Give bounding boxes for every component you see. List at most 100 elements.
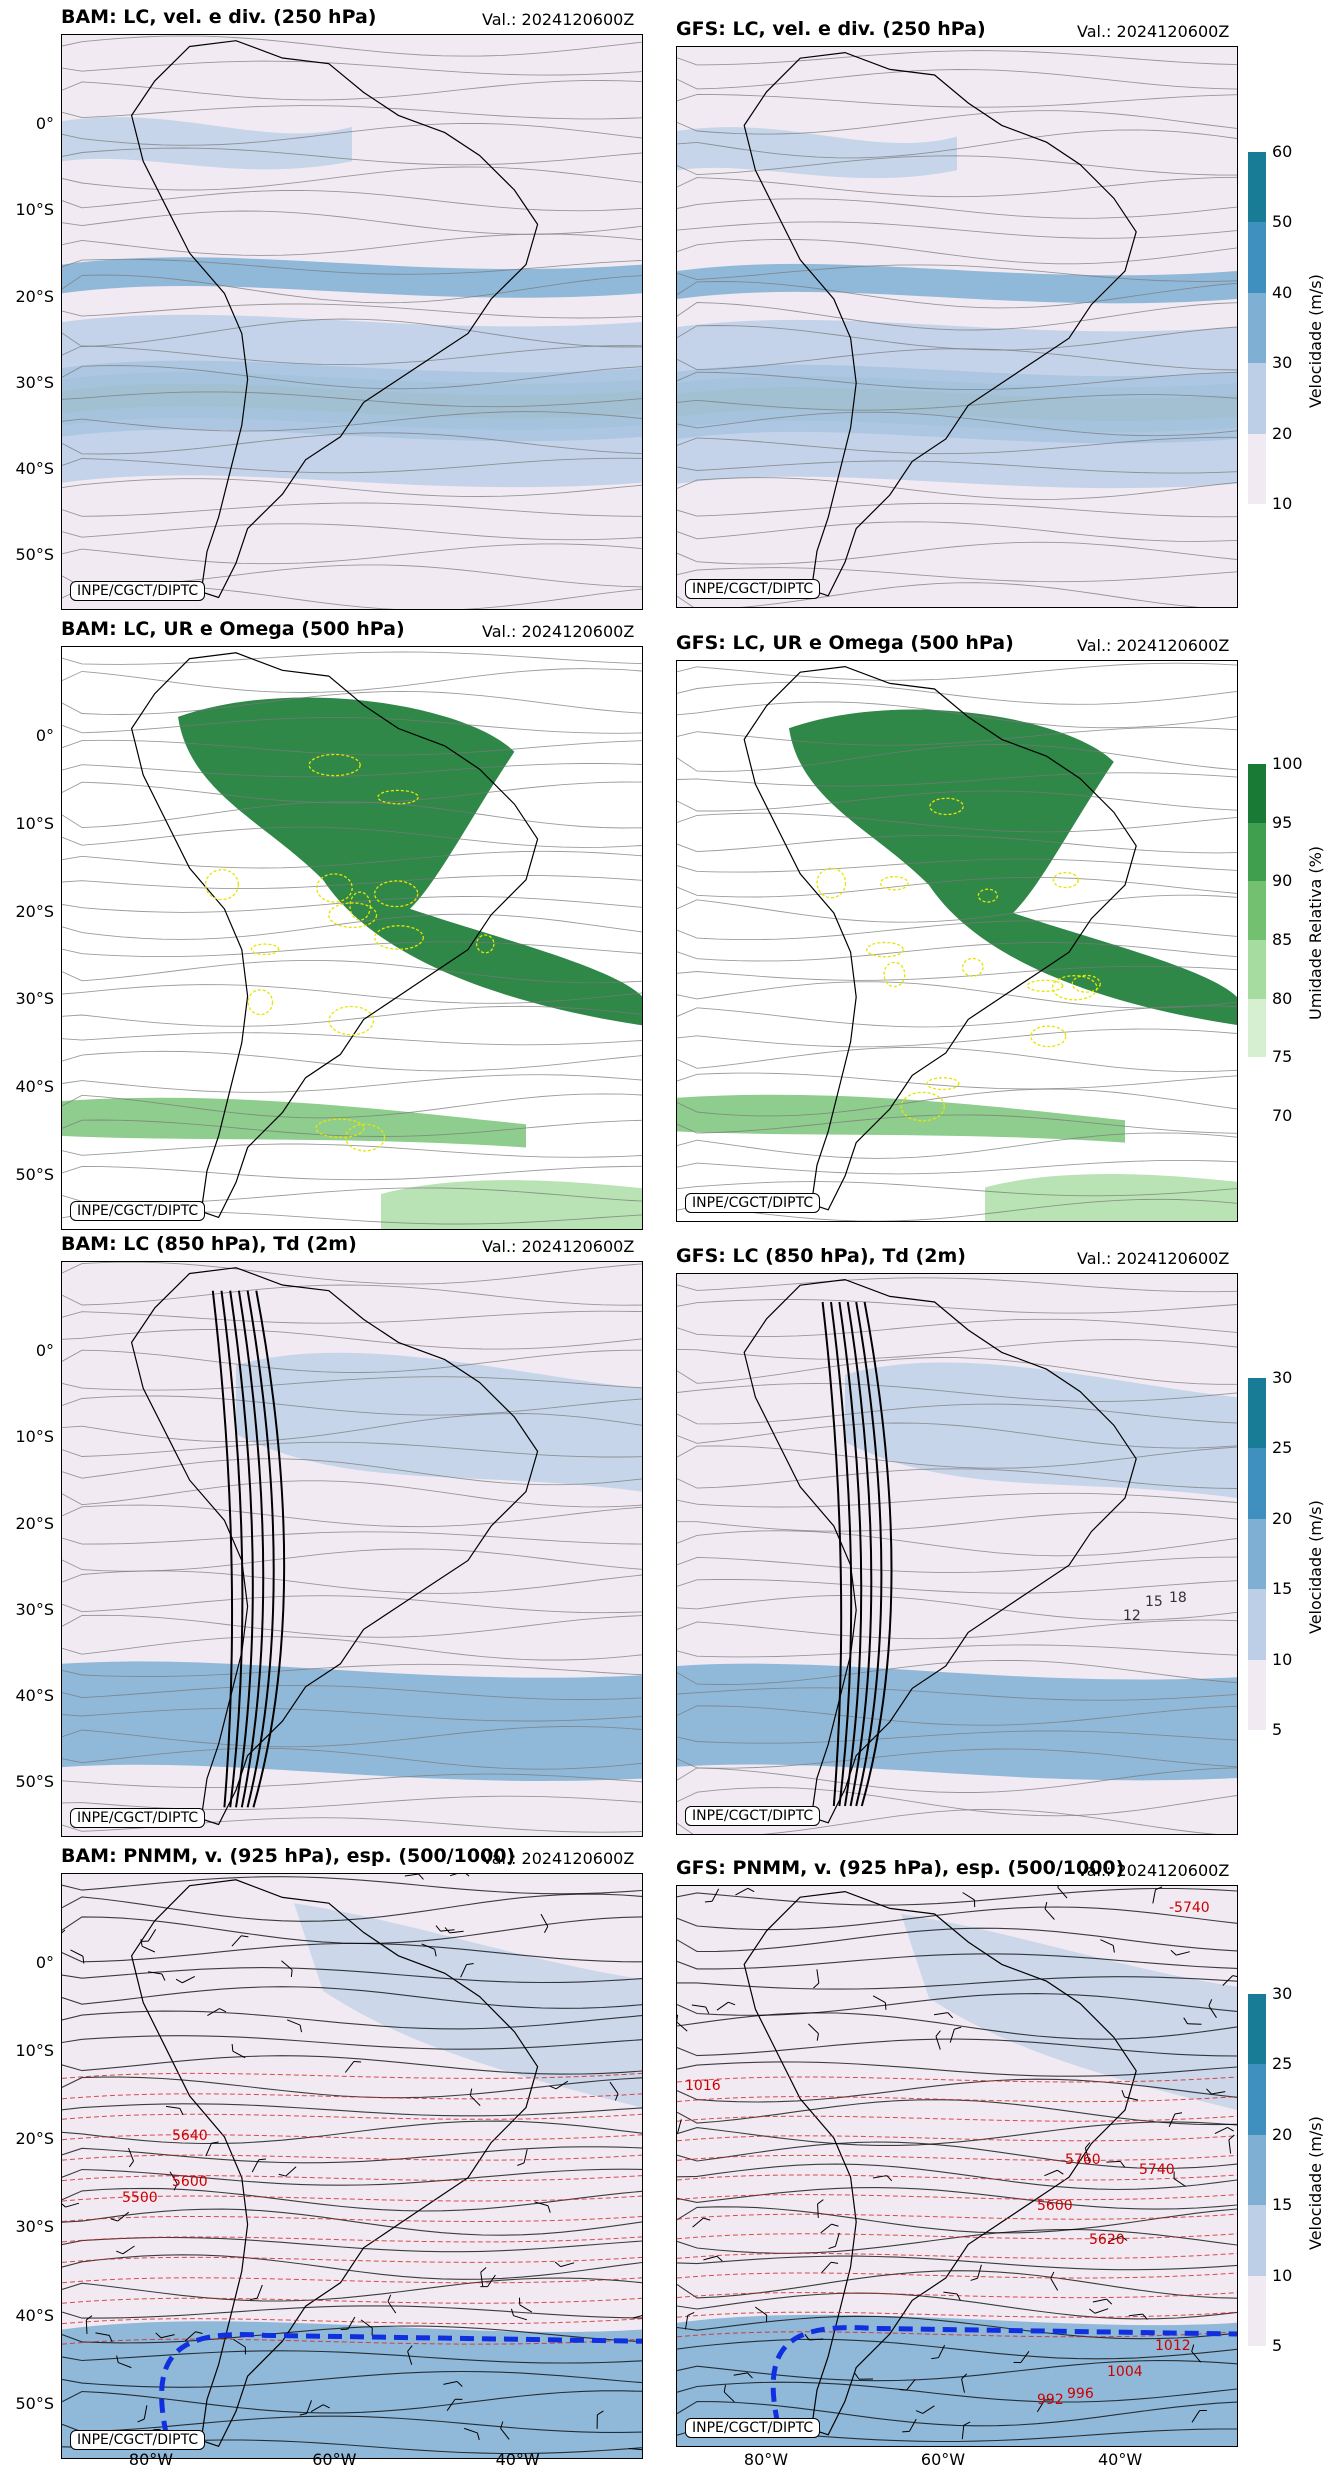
wind-barb: [691, 2004, 710, 2014]
longitude-label: 60°W: [920, 2450, 966, 2469]
contour-label: 12: [1123, 1608, 1141, 1624]
thickness-contour: [62, 2175, 642, 2182]
wind-barb: [1013, 2351, 1030, 2364]
streamline: [62, 1663, 642, 1677]
row3-right-map[interactable]: INPE/CGCT/DIPTC 15 18 12: [676, 1273, 1238, 1835]
omega-contour: [250, 943, 280, 956]
streamline: [677, 541, 1237, 565]
streamline: [62, 1707, 642, 1722]
colorbar-tick: 50: [1272, 212, 1293, 232]
streamline: [677, 1556, 1237, 1573]
streamline: [62, 432, 642, 455]
streamline: [677, 1072, 1237, 1090]
streamline: [677, 1132, 1237, 1159]
wind-barb: [733, 2372, 753, 2379]
streamline: [62, 60, 642, 76]
isobar-line: [677, 2315, 1237, 2340]
streamline: [62, 122, 642, 146]
wind-barb: [703, 2255, 723, 2262]
streamline: [677, 238, 1237, 265]
thickness-contour: [677, 2194, 1237, 2201]
row2-left-map[interactable]: INPE/CGCT/DIPTC: [61, 646, 643, 1230]
wind-barb: [1084, 2142, 1091, 2162]
wind-barb: [233, 2339, 246, 2355]
wind-barb: [137, 2405, 148, 2423]
row1-right-map[interactable]: INPE/CGCT/DIPTC: [676, 46, 1238, 608]
wind-band: [62, 1661, 642, 1781]
wind-barb: [931, 2344, 946, 2360]
colorbar-tick: 80: [1272, 988, 1293, 1008]
streamline: [62, 690, 642, 715]
wind-barb: [407, 2345, 413, 2365]
row4-left-map[interactable]: INPE/CGCT/DIPTC 5500 5600 5640: [61, 1873, 643, 2459]
streamline: [62, 651, 642, 665]
row3-left-map[interactable]: INPE/CGCT/DIPTC: [61, 1261, 643, 1837]
wind-barb: [340, 2316, 356, 2331]
omega-contour: [475, 934, 495, 954]
wind-barb: [444, 1927, 464, 1934]
colorbar-label: Velocidade (m/s): [1306, 274, 1325, 408]
colorbar-segment: [1248, 998, 1266, 1058]
isobar-line: [677, 2206, 1237, 2234]
streamline: [677, 1511, 1237, 1532]
wind-barb: [62, 2202, 80, 2208]
streamline: [677, 894, 1237, 923]
wind-barb: [1191, 2344, 1202, 2363]
coastline: [743, 1278, 1137, 1824]
thickness-contour: [677, 2252, 1237, 2259]
latitude-label: 20°S: [15, 286, 54, 306]
omega-contour: [816, 867, 847, 899]
colorbar-tick: 40: [1272, 282, 1293, 302]
streamline: [62, 478, 642, 497]
wind-band: [677, 263, 1237, 304]
isobar-line: [62, 2415, 642, 2433]
latitude-label: 50°S: [15, 1164, 54, 1184]
streamline: [62, 1458, 642, 1486]
isobar-line: [62, 2254, 642, 2280]
streamline: [62, 801, 642, 829]
row4-left-valid: Val.: 2024120600Z: [482, 1849, 635, 1868]
coastline: [130, 1879, 539, 2448]
thickness-contour: [62, 2215, 642, 2222]
m30-svg: [62, 1874, 642, 2458]
wind-barb: [1183, 2017, 1202, 2025]
streamline: [62, 189, 642, 212]
dewpoint-contour: [821, 1301, 843, 1807]
wind-barb: [1206, 2088, 1226, 2095]
streamline: [677, 743, 1237, 772]
wind-barb: [165, 2105, 184, 2116]
wind-barb: [628, 2448, 642, 2451]
wind-barb: [1100, 1939, 1115, 1953]
row4-right-title: GFS: PNMM, v. (925 hPa), esp. (500/1000): [676, 1857, 1125, 1879]
streamline: [677, 1787, 1237, 1817]
contour-label: 5760: [1065, 2152, 1101, 2168]
isobar-line: [62, 2035, 642, 2050]
wind-barb: [62, 1929, 66, 1940]
row1-left-map[interactable]: INPE/CGCT/DIPTC: [61, 34, 643, 610]
isobar-line: [62, 2370, 642, 2388]
streamline: [677, 1383, 1237, 1402]
isobar-line: [677, 2338, 1237, 2360]
row4-right-map[interactable]: INPE/CGCT/DIPTC -5740 5760 5740 5620 5600 1016…: [676, 1885, 1238, 2447]
isobar-line: [677, 2038, 1237, 2057]
row4-right-valid: Val.: 2024120600Z: [1077, 1861, 1230, 1880]
omega-contour: [247, 989, 274, 1016]
contour-label: 15: [1145, 1594, 1163, 1610]
isobar-line: [677, 2400, 1237, 2427]
m01-svg: [677, 47, 1237, 607]
isobar-line: [62, 2277, 642, 2302]
latitude-label: 10°S: [15, 200, 54, 220]
wind-barb: [872, 1995, 887, 2010]
contour-label: 996: [1067, 2386, 1094, 2402]
contour-label: 5740: [1139, 2162, 1175, 2178]
streamline: [677, 1357, 1237, 1385]
streamline: [677, 567, 1237, 583]
streamline: [677, 436, 1237, 455]
isobar-line: [677, 2270, 1237, 2299]
row2-right-map[interactable]: INPE/CGCT/DIPTC: [676, 660, 1238, 1222]
colorbar-tick: 20: [1272, 2124, 1293, 2144]
colorbar-tick: 30: [1272, 1984, 1293, 2003]
streamline: [677, 727, 1237, 746]
humidity-area: [62, 1097, 526, 1148]
streamline: [677, 1318, 1237, 1337]
